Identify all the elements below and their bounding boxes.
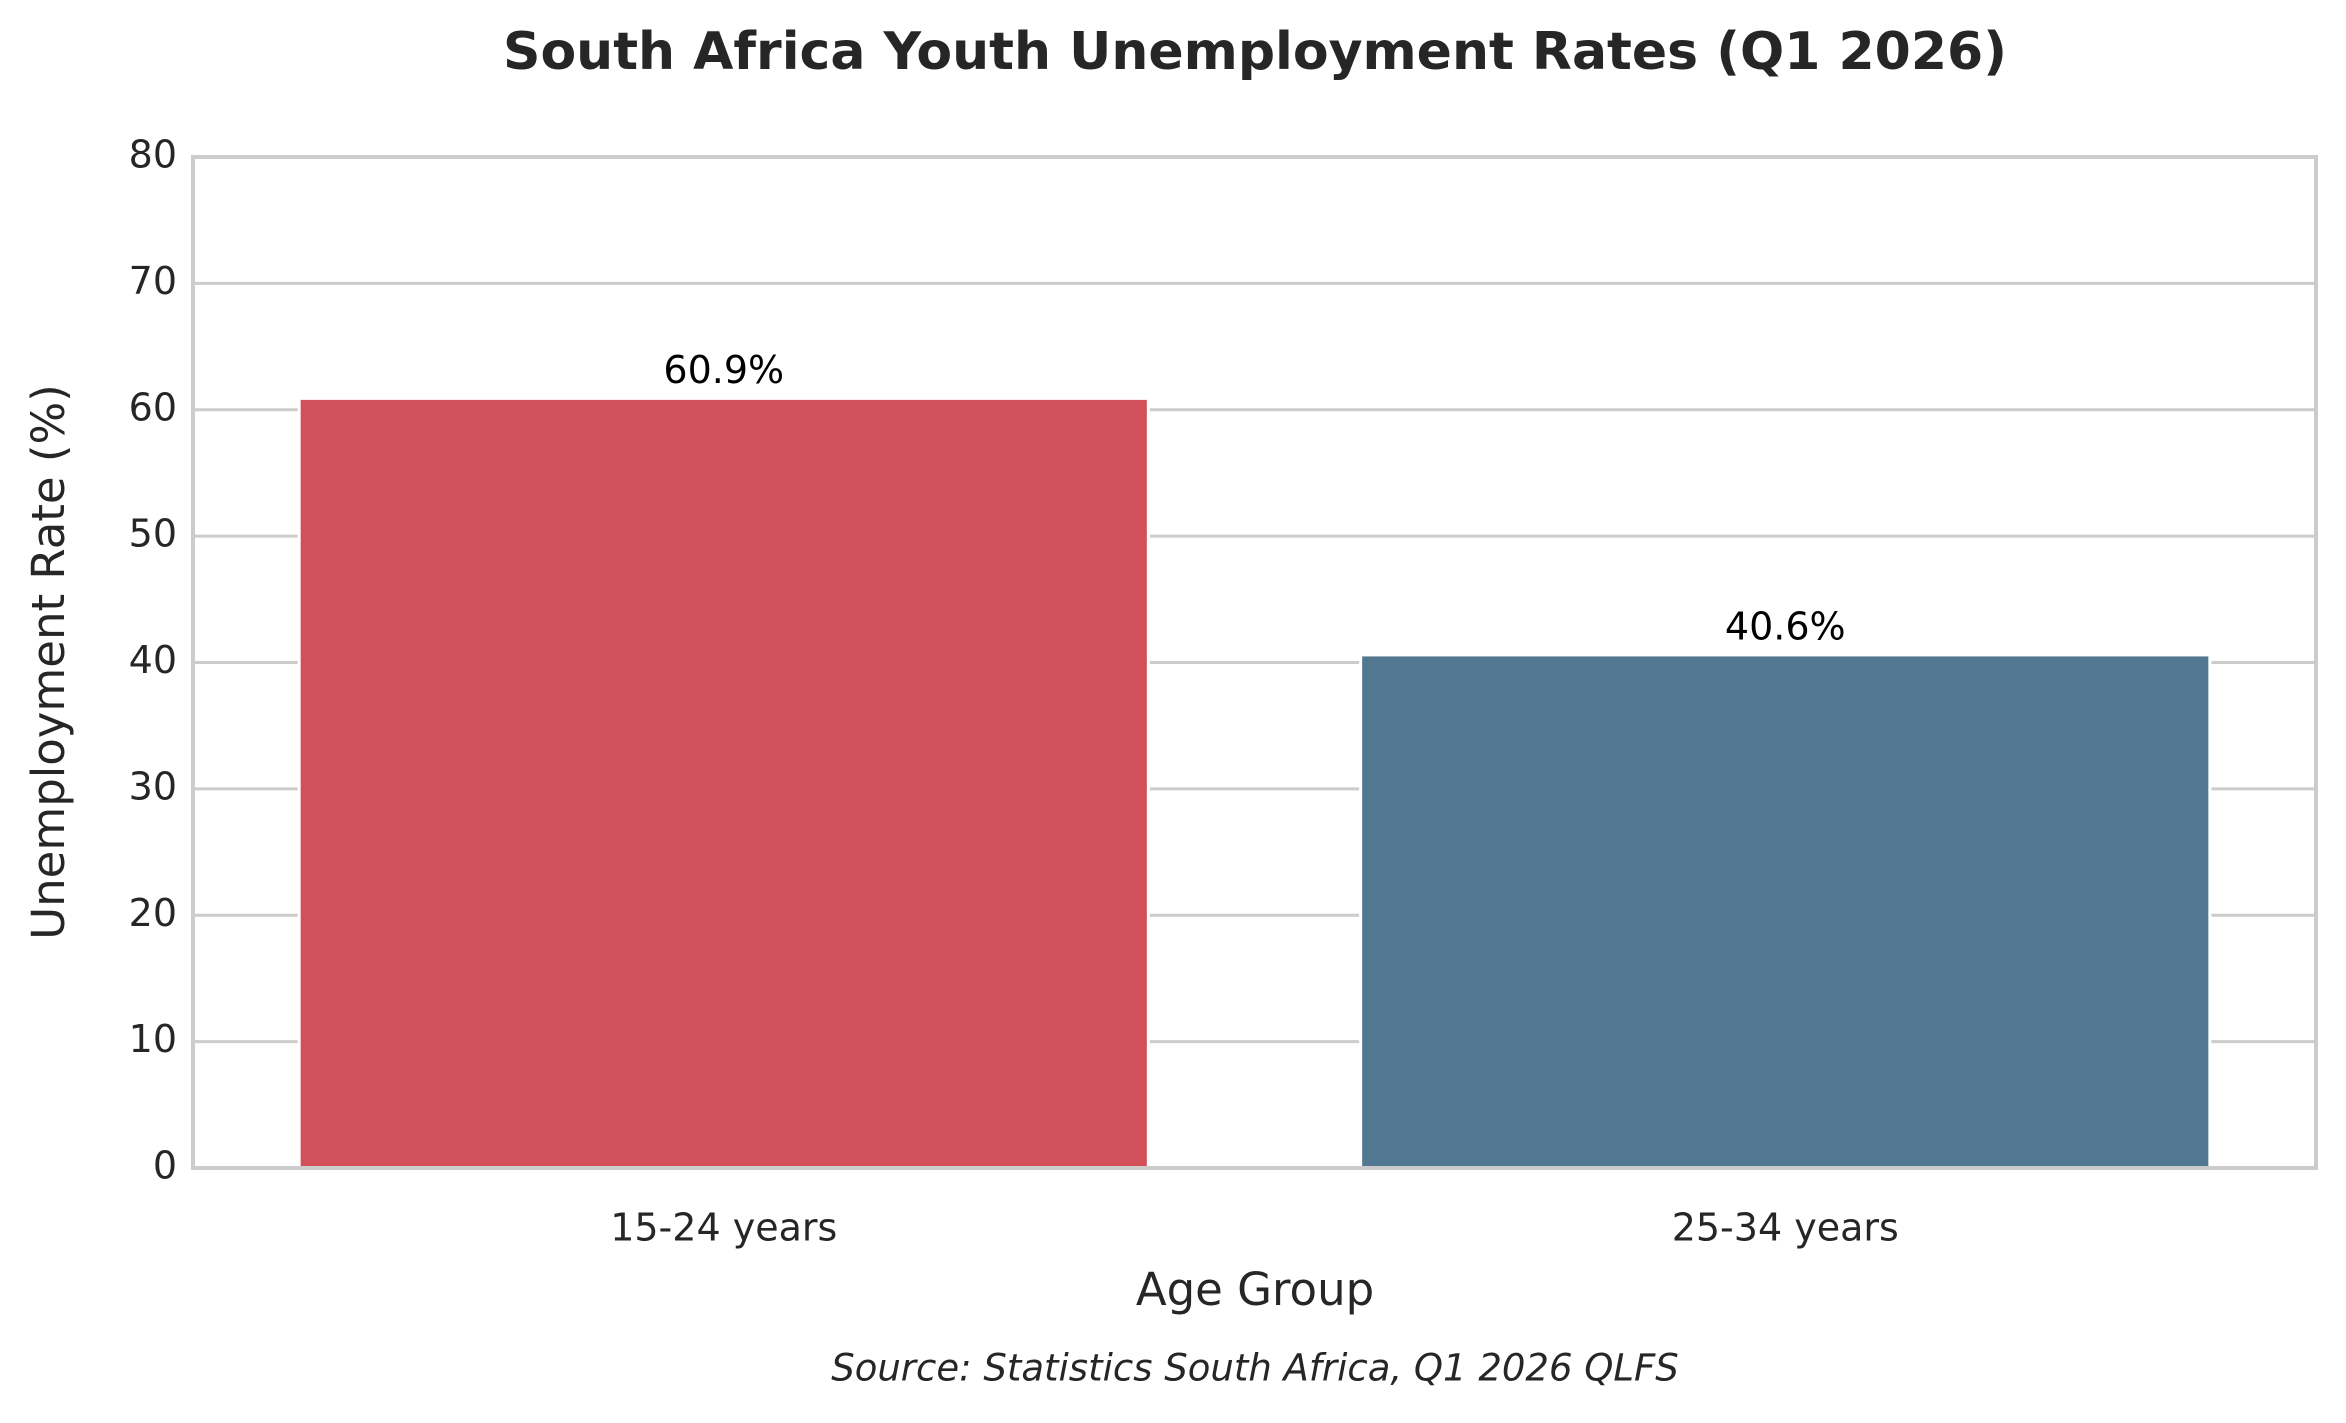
source-note: Source: Statistics South Africa, Q1 2026…: [831, 1347, 1679, 1390]
y-tick-label: 50: [129, 512, 177, 556]
y-axis-label: Unemployment Rate (%): [22, 384, 75, 940]
x-axis-label: Age Group: [1136, 1263, 1374, 1316]
y-tick-label: 70: [129, 259, 177, 303]
y-tick-label: 30: [129, 764, 177, 808]
x-tick-label: 15-24 years: [610, 1206, 837, 1250]
chart-title: South Africa Youth Unemployment Rates (Q…: [503, 22, 2007, 82]
y-tick-label: 40: [129, 638, 177, 682]
y-tick-label: 10: [129, 1017, 177, 1061]
y-tick-label: 20: [129, 891, 177, 935]
value-label: 60.9%: [663, 348, 784, 392]
bar: [1359, 653, 2212, 1170]
plot-frame: [191, 155, 2318, 1170]
bar: [297, 396, 1150, 1170]
value-label: 40.6%: [1725, 604, 1846, 648]
y-tick-label: 80: [129, 133, 177, 177]
y-tick-label: 0: [153, 1144, 177, 1188]
y-tick-label: 60: [129, 385, 177, 429]
x-tick-label: 25-34 years: [1672, 1206, 1899, 1250]
